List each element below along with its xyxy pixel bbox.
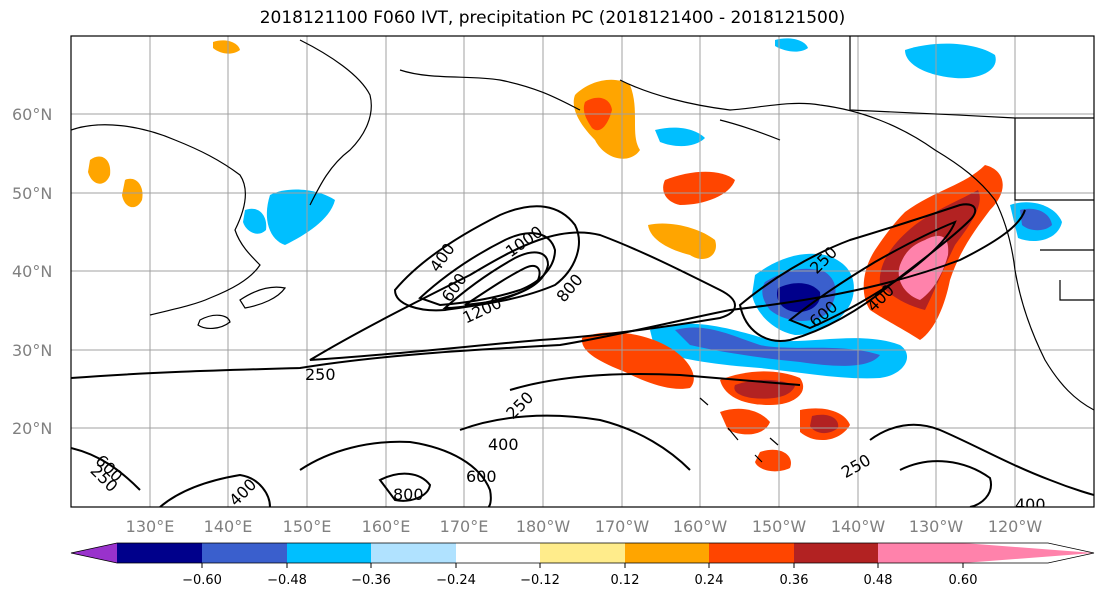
- colorbar-segment: [878, 543, 963, 563]
- lon-label: 130°W: [909, 517, 964, 536]
- lon-label: 130°E: [126, 517, 175, 536]
- colorbar-tick-label: −0.48: [267, 573, 307, 588]
- colorbar-low-extension: [71, 543, 117, 563]
- colorbar-segment: [117, 543, 202, 563]
- colorbar-ticks: [201, 563, 964, 568]
- colorbar-tick-label: 0.24: [695, 573, 724, 588]
- lon-label: 140°E: [204, 517, 253, 536]
- contour-label: 600: [466, 467, 497, 486]
- colorbar-tick-label: −0.24: [436, 573, 476, 588]
- colorbar-segment: [540, 543, 625, 563]
- contour-label: 400: [488, 435, 519, 454]
- colorbar-tick-label: 0.36: [780, 573, 809, 588]
- colorbar-tick-label: −0.36: [351, 573, 391, 588]
- colorbar: −0.60 −0.48 −0.36 −0.24 −0.12 0.12 0.24 …: [70, 542, 1095, 588]
- lon-label: 160°E: [362, 517, 411, 536]
- lon-label: 160°W: [673, 517, 728, 536]
- lat-label: 20°N: [12, 419, 52, 438]
- colorbar-high-extension: [963, 543, 1094, 563]
- lat-label: 40°N: [12, 262, 52, 281]
- colorbar-segment: [456, 543, 540, 563]
- colorbar-tick-label: 0.48: [864, 573, 893, 588]
- latitude-axis: 60°N 50°N 40°N 30°N 20°N: [12, 105, 52, 438]
- colorbar-tick-label: −0.12: [520, 573, 560, 588]
- colorbar-segment: [371, 543, 456, 563]
- colorbar-tick-label: −0.60: [182, 573, 222, 588]
- contour-label: 250: [305, 365, 336, 384]
- lon-label: 170°W: [595, 517, 650, 536]
- colorbar-segment: [625, 543, 709, 563]
- contour-label: 800: [393, 485, 424, 504]
- colorbar-tick-label: 0.60: [949, 573, 978, 588]
- colorbar-tick-label: 0.12: [611, 573, 640, 588]
- lat-label: 30°N: [12, 341, 52, 360]
- colorbar-segment: [794, 543, 878, 563]
- lon-label: 180°W: [516, 517, 571, 536]
- lon-label: 170°E: [440, 517, 489, 536]
- map-title: 2018121100 F060 IVT, precipitation PC (2…: [259, 8, 846, 28]
- colorbar-segment: [709, 543, 794, 563]
- lat-label: 50°N: [12, 184, 52, 203]
- lon-label: 140°W: [831, 517, 886, 536]
- colorbar-segment: [202, 543, 287, 563]
- contour-label: 400: [1015, 495, 1046, 514]
- lon-label: 150°W: [752, 517, 807, 536]
- map-panel: 250 400 600 800 1000 1200 250 250 400 60…: [71, 36, 1094, 514]
- precip-shading: [88, 38, 1062, 472]
- map-frame: [70, 35, 1095, 508]
- coastlines: [71, 36, 1094, 463]
- lat-label: 60°N: [12, 105, 52, 124]
- ivt-contours: [71, 203, 1094, 507]
- lon-label: 150°E: [283, 517, 332, 536]
- lon-label: 120°W: [988, 517, 1043, 536]
- colorbar-segment: [287, 543, 371, 563]
- longitude-axis: 130°E 140°E 150°E 160°E 170°E 180°W 170°…: [126, 517, 1043, 536]
